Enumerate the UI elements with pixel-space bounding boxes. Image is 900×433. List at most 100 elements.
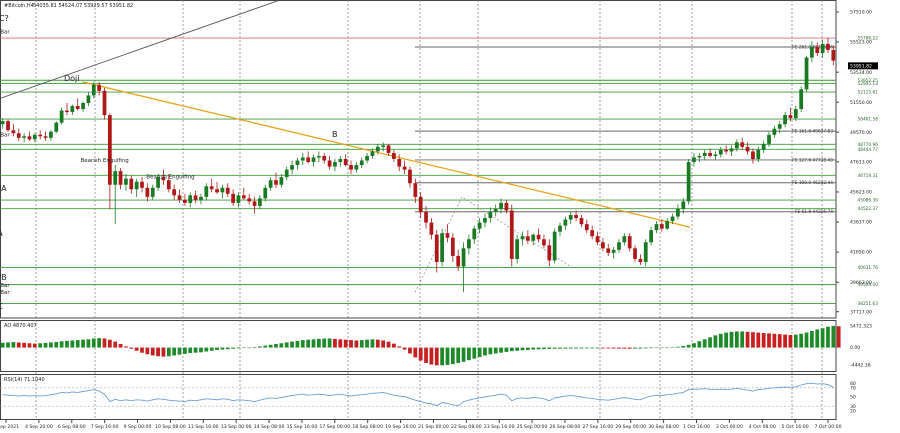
candle-body [161, 177, 166, 181]
ao-histogram-bar [349, 340, 353, 348]
ao-histogram-bar [756, 332, 761, 348]
ao-histogram-bar [520, 347, 525, 351]
level-label: 48770.96 [857, 142, 878, 148]
chart-annotation: Bearish Engulfing [80, 158, 128, 164]
chart-annotation: B [332, 130, 338, 139]
ao-histogram-bar [225, 347, 230, 350]
ao-histogram-bar [295, 340, 300, 348]
candle-body [601, 242, 605, 249]
ao-histogram-bar [595, 347, 600, 349]
x-tick-label: 14 Sep 08:00 [254, 424, 285, 430]
ao-histogram-bar [761, 333, 766, 348]
candle-body [450, 237, 455, 256]
ao-histogram-bar [177, 347, 182, 355]
ao-histogram-bar [327, 338, 332, 348]
level-label: 46719.31 [857, 173, 878, 179]
ao-histogram-bar [601, 347, 605, 349]
chart-annotation: Pin Bar [0, 132, 10, 138]
ao-histogram-bar [107, 339, 112, 348]
y-tick-label: 41650.00 [850, 250, 872, 256]
ao-histogram-bar [65, 340, 69, 348]
candle-body [820, 43, 825, 53]
ao-histogram-bar [252, 346, 257, 348]
ao-histogram-bar [665, 347, 670, 349]
x-tick-label: 29 Sep 00:00 [615, 424, 646, 430]
ao-histogram-bar [783, 334, 787, 348]
ao-y-tick-label: -4442.38 [850, 363, 871, 369]
candle-body [215, 189, 219, 193]
candle-body [429, 222, 434, 235]
chart-annotation: A [0, 229, 3, 238]
ao-histogram-bar [333, 338, 337, 348]
x-tick-label: 26 Sep 08:00 [550, 424, 581, 430]
ao-histogram-bar [697, 341, 702, 348]
candle-body [359, 160, 364, 166]
ascending-trendline [0, 0, 281, 99]
candle-body [670, 216, 675, 222]
candle-body [536, 234, 541, 240]
ao-histogram-bar [531, 347, 536, 350]
x-tick-label: 3 Sep 2021 [0, 424, 19, 430]
candle-body [156, 177, 160, 188]
rsi-y-tick-label: 70 [850, 385, 856, 391]
current-price-tag [848, 62, 878, 70]
ao-histogram-bar [188, 347, 193, 354]
ao-histogram-bar [166, 347, 171, 357]
ao-histogram-bar [461, 347, 466, 362]
candle-body [311, 157, 316, 163]
candle-body [225, 187, 230, 194]
ao-histogram-bar [493, 347, 498, 354]
candle-body [552, 231, 557, 261]
candle-body [617, 242, 621, 250]
candle-body [107, 115, 112, 185]
ao-histogram-bar [504, 347, 509, 352]
level-label: 48444.77 [857, 147, 878, 153]
ao-histogram-bar [49, 342, 53, 348]
ao-histogram-bar [440, 347, 444, 366]
candle-body [788, 115, 793, 119]
ao-histogram-bar [392, 343, 396, 348]
candle-body [97, 84, 102, 91]
candle-body [574, 215, 578, 219]
ao-histogram-bar [70, 340, 75, 348]
chart-annotation: Pin Bar [0, 290, 10, 296]
ao-histogram-bar [633, 347, 637, 349]
level-label: FE 61.8 44316.74 [795, 209, 833, 215]
ao-histogram-bar [145, 347, 150, 355]
ao-histogram-bar [359, 340, 364, 348]
x-tick-label: 9 Sep 00:00 [124, 424, 152, 430]
ao-histogram-bar [381, 340, 386, 348]
ao-histogram-bar [568, 347, 573, 349]
x-tick-label: 23 Sep 16:00 [484, 424, 515, 430]
x-tick-label: 4 Oct 08:00 [749, 424, 776, 430]
ao-histogram-bar [193, 347, 198, 353]
candle-body [767, 134, 771, 144]
ao-histogram-bar [579, 347, 584, 349]
candle-body [183, 199, 187, 203]
level-label: 45086.30 [857, 198, 878, 204]
ao-histogram-bar [38, 343, 43, 348]
candle-body [810, 46, 814, 58]
candle-body [611, 249, 616, 253]
candle-body [777, 124, 782, 129]
ao-histogram-bar [274, 344, 278, 348]
candle-body [472, 228, 477, 240]
chart-annotation: 2/B [0, 273, 7, 282]
candle-body [145, 187, 150, 197]
candle-body [483, 218, 487, 223]
ao-histogram-bar [247, 347, 252, 349]
candle-body [11, 130, 16, 134]
x-tick-label: 17 Sep 00:00 [319, 424, 350, 430]
candle-body [713, 154, 718, 156]
candle-body [799, 89, 804, 110]
candle-body [568, 215, 573, 220]
ao-histogram-bar [386, 341, 391, 348]
x-tick-label: 7 Sep 16:00 [91, 424, 119, 430]
ao-histogram-bar [268, 344, 273, 348]
candle-body [6, 121, 10, 131]
chart-annotation: Doji [64, 74, 80, 83]
candle-body [831, 49, 836, 61]
ao-histogram-bar [343, 339, 348, 348]
ao-histogram-bar [311, 339, 316, 348]
